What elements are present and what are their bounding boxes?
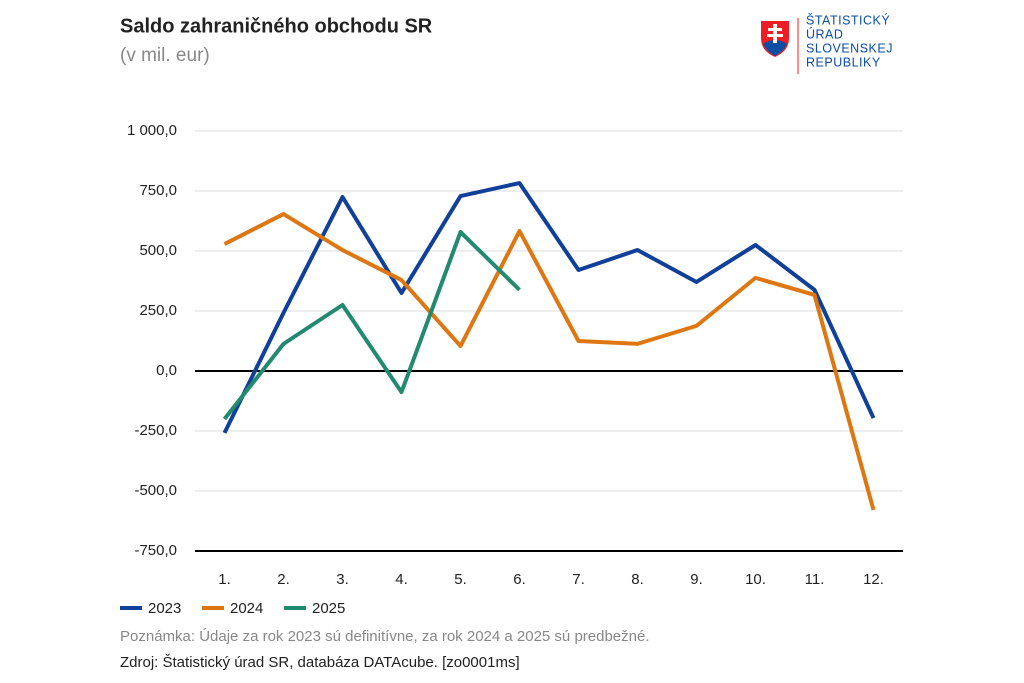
series-line: [223, 212, 876, 511]
note: Poznámka: Údaje za rok 2023 sú definitív…: [120, 628, 650, 645]
y-tick-label: 500,0: [139, 242, 177, 259]
logo-hills: [763, 40, 787, 56]
x-tick-label: 6.: [513, 571, 526, 588]
y-tick-label: -500,0: [134, 482, 177, 499]
y-tick-label: 750,0: [139, 182, 177, 199]
y-tick-label: -250,0: [134, 422, 177, 439]
y-tick-label: 1 000,0: [127, 122, 177, 139]
series-line: [222, 181, 876, 434]
logo-text: ÚRAD: [806, 26, 843, 41]
x-tick-label: 2.: [277, 571, 290, 588]
x-tick-label: 1.: [218, 571, 231, 588]
x-tick-label: 7.: [572, 571, 585, 588]
legend-label: 2025: [312, 600, 345, 617]
y-tick-label: 250,0: [139, 302, 177, 319]
x-tick-label: 10.: [745, 571, 766, 588]
y-tick-label: 0,0: [156, 362, 177, 379]
logo-text: SLOVENSKEJ: [806, 41, 893, 55]
x-tick-label: 9.: [690, 571, 703, 588]
chart-title: Saldo zahraničného obchodu SR: [120, 15, 433, 37]
chart-subtitle: (v mil. eur): [120, 45, 210, 66]
x-tick-label: 11.: [805, 571, 825, 588]
x-tick-label: 5.: [454, 571, 467, 588]
x-tick-label: 8.: [631, 571, 644, 588]
y-tick-label: -750,0: [134, 542, 177, 559]
legend-label: 2023: [148, 600, 181, 617]
x-tick-label: 3.: [336, 571, 349, 588]
legend-label: 2024: [230, 600, 263, 617]
logo-cross: [767, 24, 783, 43]
logo-text: REPUBLIKY: [806, 55, 881, 69]
logo: [759, 18, 799, 74]
x-tick-label: 12.: [863, 571, 884, 588]
logo-text: ŠTATISTICKÝ: [806, 12, 890, 27]
x-tick-label: 4.: [395, 571, 408, 588]
source: Zdroj: Štatistický úrad SR, databáza DAT…: [120, 654, 520, 671]
series-line: [222, 230, 521, 421]
